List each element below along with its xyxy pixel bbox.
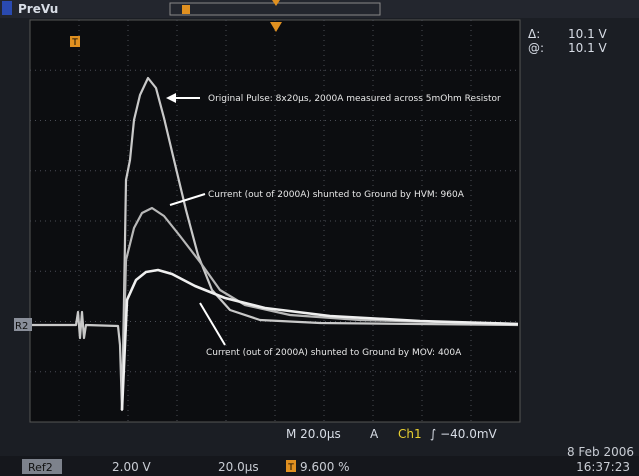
annotation: Original Pulse: 8x20µs, 2000A measured a… xyxy=(208,94,501,104)
record-marker xyxy=(182,5,190,14)
delta-symbol: Δ: xyxy=(528,27,540,41)
time: 16:37:23 xyxy=(576,460,630,474)
position: 9.600 % xyxy=(300,460,350,474)
timebase: M 20.0µs xyxy=(286,427,341,441)
at-symbol: @: xyxy=(528,41,544,55)
trigger-mode: A xyxy=(370,427,379,441)
annotation: Current (out of 2000A) shunted to Ground… xyxy=(206,348,462,358)
delta-value: 10.1 V xyxy=(568,27,608,41)
scope-screen: PreVu T Δ: 10.1 V @: 10.1 V Original Pul… xyxy=(0,0,639,476)
mode-label: PreVu xyxy=(18,2,58,16)
trigger-marker: T xyxy=(71,38,78,48)
ref-label: Ref2 xyxy=(28,461,53,474)
ref-time: 20.0µs xyxy=(218,460,259,474)
ref-marker: R2 xyxy=(15,321,28,332)
trigger-level: ∫ −40.0mV xyxy=(430,427,498,441)
channel: Ch1 xyxy=(398,427,422,441)
prevu-badge xyxy=(2,1,12,15)
ref-scale: 2.00 V xyxy=(112,460,152,474)
annotation: Current (out of 2000A) shunted to Ground… xyxy=(208,190,465,200)
position-marker: T xyxy=(287,463,294,473)
at-value: 10.1 V xyxy=(568,41,608,55)
date: 8 Feb 2006 xyxy=(567,445,634,459)
